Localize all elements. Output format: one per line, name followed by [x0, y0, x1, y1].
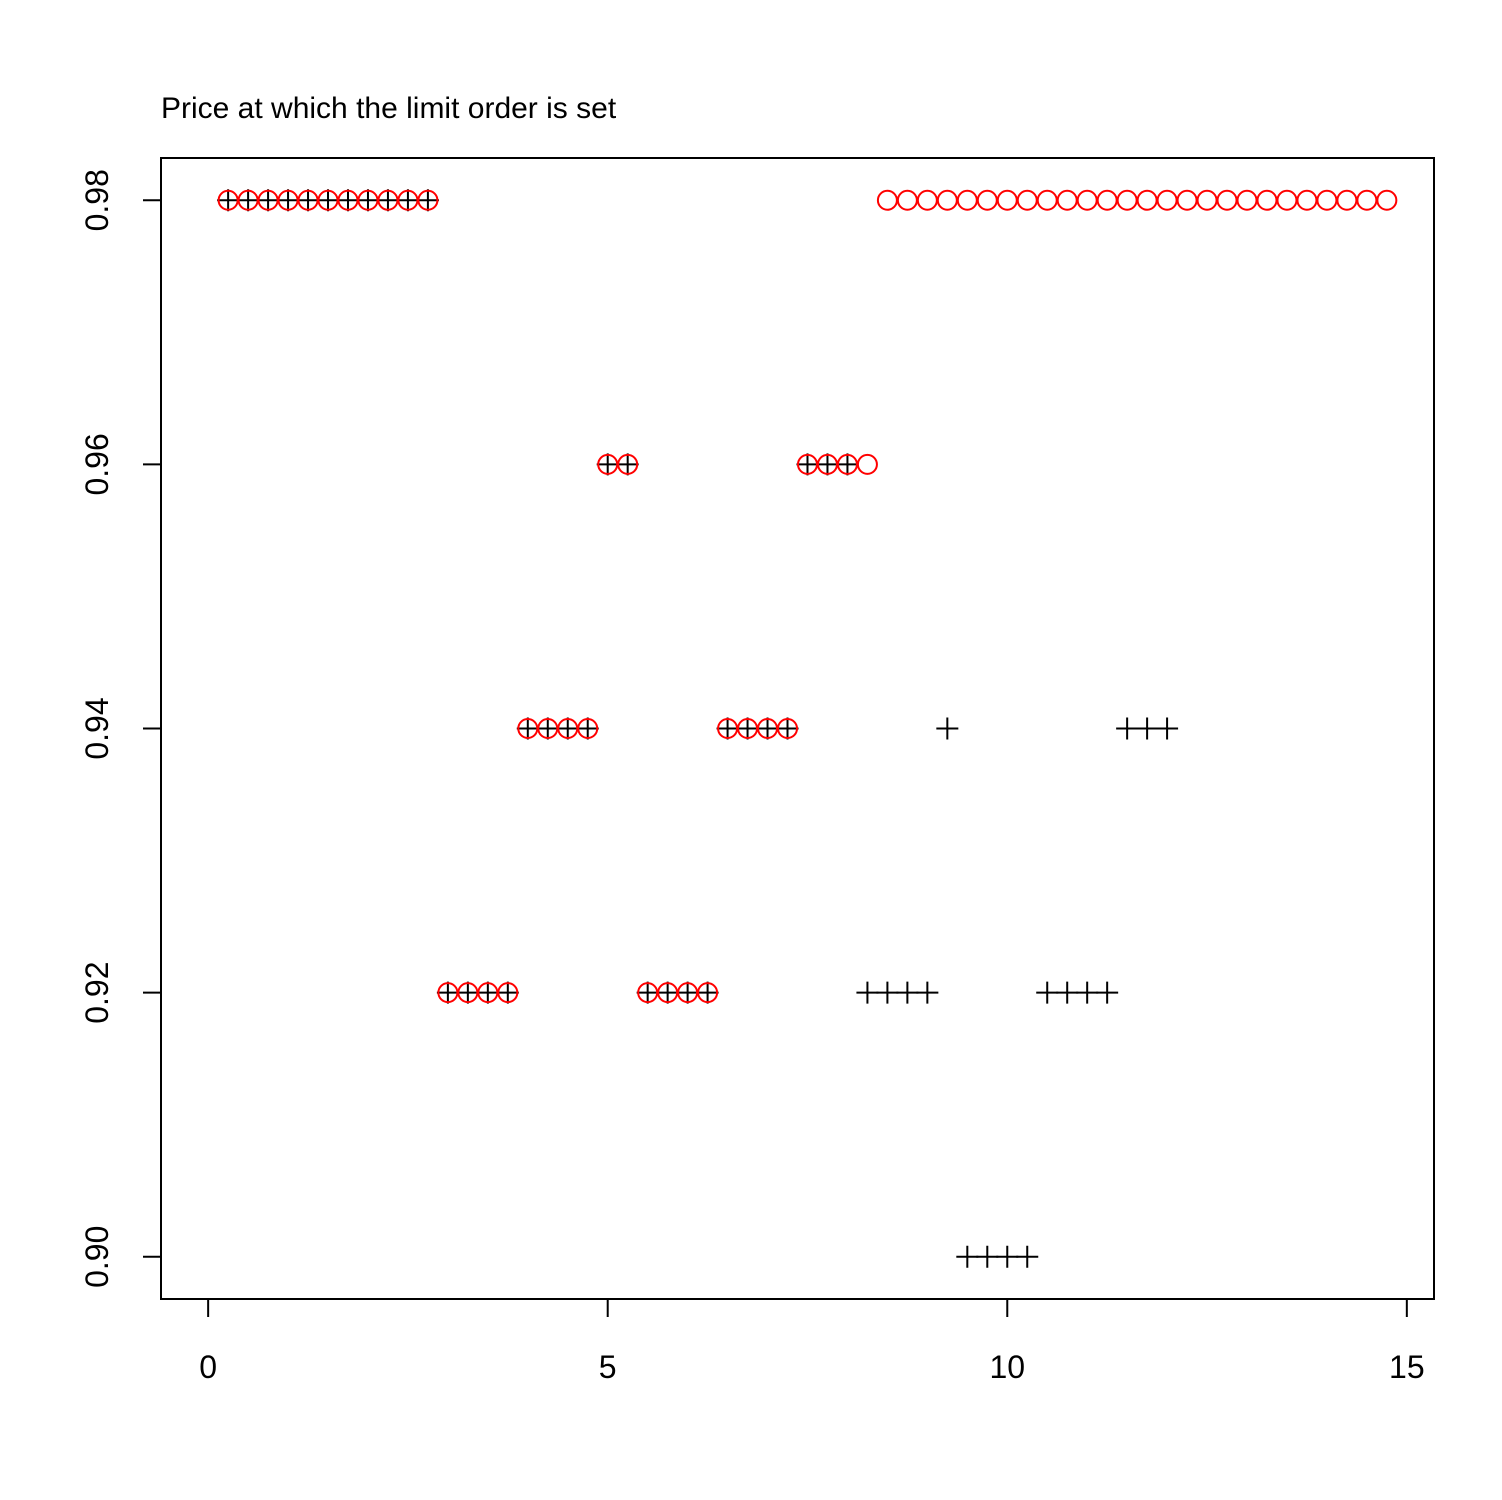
point [676, 981, 699, 1004]
y-tick-label: 0.90 [79, 1226, 115, 1288]
point [896, 981, 919, 1004]
point [996, 1245, 1019, 1268]
point [777, 718, 799, 739]
point [856, 981, 879, 1004]
point [1256, 189, 1278, 211]
y-tick-label: 0.94 [79, 697, 115, 759]
point [536, 717, 559, 740]
point [1196, 189, 1218, 211]
point [836, 453, 859, 476]
point [956, 189, 978, 211]
point [416, 189, 439, 212]
point [1096, 981, 1119, 1004]
point [317, 189, 340, 212]
x-tick-label: 15 [1389, 1349, 1425, 1385]
point [936, 717, 959, 740]
point [1016, 189, 1038, 211]
point [816, 453, 839, 476]
point [916, 189, 938, 211]
point [556, 717, 579, 740]
point [636, 981, 659, 1004]
x-tick-label: 0 [199, 1349, 217, 1385]
point [1076, 981, 1099, 1004]
point [516, 717, 539, 740]
point [1176, 189, 1198, 211]
point [1236, 189, 1258, 211]
point [796, 453, 819, 476]
point [1056, 981, 1079, 1004]
point [436, 981, 459, 1004]
point [336, 189, 359, 212]
point [856, 453, 878, 475]
point [1356, 189, 1378, 211]
point [616, 453, 639, 476]
point [396, 189, 419, 212]
point [1136, 189, 1158, 211]
point [1216, 189, 1238, 211]
point [976, 1245, 999, 1268]
point [617, 453, 639, 475]
point [1316, 189, 1338, 211]
point [476, 981, 499, 1004]
point [916, 981, 939, 1004]
point [456, 981, 479, 1004]
y-tick-label: 0.96 [79, 433, 115, 495]
point [1136, 717, 1159, 740]
point [876, 981, 899, 1004]
chart-title: Price at which the limit order is set [161, 92, 617, 125]
point [697, 982, 719, 1004]
point [376, 189, 399, 212]
y-tick-label: 0.98 [79, 169, 115, 231]
point [876, 189, 898, 211]
point [257, 189, 280, 212]
point [1056, 189, 1078, 211]
point [577, 718, 599, 739]
point [1156, 717, 1179, 740]
point [656, 981, 679, 1004]
point [1156, 189, 1178, 211]
point [736, 717, 759, 740]
point [896, 189, 918, 211]
point [356, 189, 379, 212]
point [1336, 189, 1358, 211]
y-tick-label: 0.92 [79, 961, 115, 1023]
point [1096, 189, 1118, 211]
point [1036, 981, 1059, 1004]
point [1116, 717, 1139, 740]
x-tick-label: 5 [599, 1349, 617, 1385]
point [1036, 189, 1058, 211]
point [596, 453, 619, 476]
point [776, 717, 799, 740]
point [1116, 189, 1138, 211]
point [976, 189, 998, 211]
point [1296, 189, 1318, 211]
point [1016, 1245, 1039, 1268]
point [1276, 189, 1298, 211]
point [756, 717, 779, 740]
point [497, 982, 519, 1004]
point [956, 1245, 979, 1268]
point [237, 189, 260, 212]
point [496, 981, 519, 1004]
point [1376, 189, 1398, 211]
point [576, 717, 599, 740]
point [297, 189, 320, 212]
point [696, 981, 719, 1004]
point [417, 189, 439, 211]
point [996, 189, 1018, 211]
point [1076, 189, 1098, 211]
point [217, 189, 240, 212]
point [936, 189, 958, 211]
x-tick-label: 10 [989, 1349, 1025, 1385]
point [716, 717, 739, 740]
point [277, 189, 300, 212]
